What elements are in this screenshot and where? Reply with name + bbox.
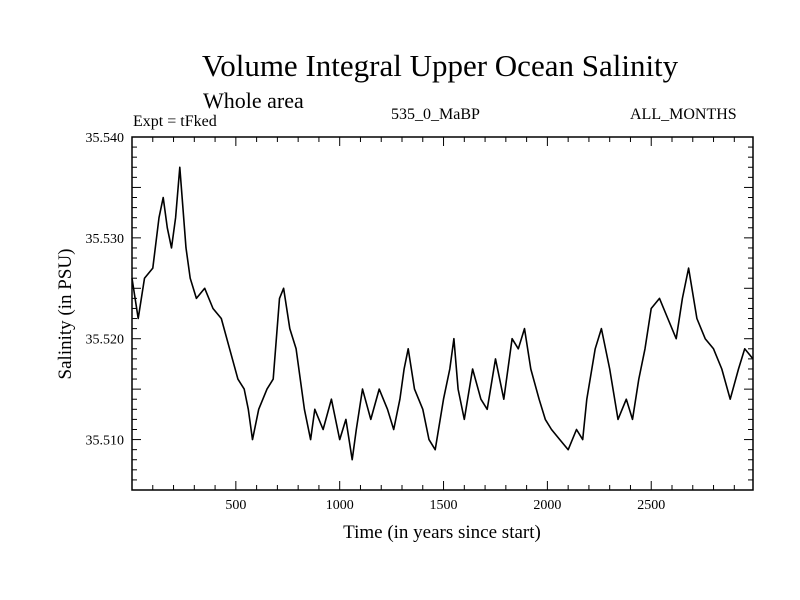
y-tick-label: 35.540 <box>86 131 125 146</box>
axis-ticks: 500 1000 1500 2000 2500 35.510 35.520 35.530 35.… <box>86 131 753 513</box>
x-tick-label: 2500 <box>637 498 665 513</box>
x-axis-label: Time (in years since start) <box>343 522 541 543</box>
y-tick-label: 35.530 <box>86 232 125 247</box>
data-series <box>131 166 754 461</box>
plot-frame <box>131 136 754 491</box>
x-tick-label: 1000 <box>326 498 354 513</box>
run-label: 535_0_MaBP <box>391 106 480 123</box>
y-tick-label: 35.510 <box>86 434 125 449</box>
experiment-label: Expt = tFked <box>133 113 217 130</box>
months-label: ALL_MONTHS <box>630 106 737 123</box>
chart-title: Volume Integral Upper Ocean Salinity <box>201 48 679 83</box>
x-tick-label: 2000 <box>533 498 561 513</box>
salinity-line <box>131 166 754 461</box>
chart-subtitle: Whole area <box>203 88 304 113</box>
x-tick-label: 1500 <box>430 498 458 513</box>
y-tick-label: 35.520 <box>86 333 125 348</box>
x-tick-label: 500 <box>225 498 246 513</box>
